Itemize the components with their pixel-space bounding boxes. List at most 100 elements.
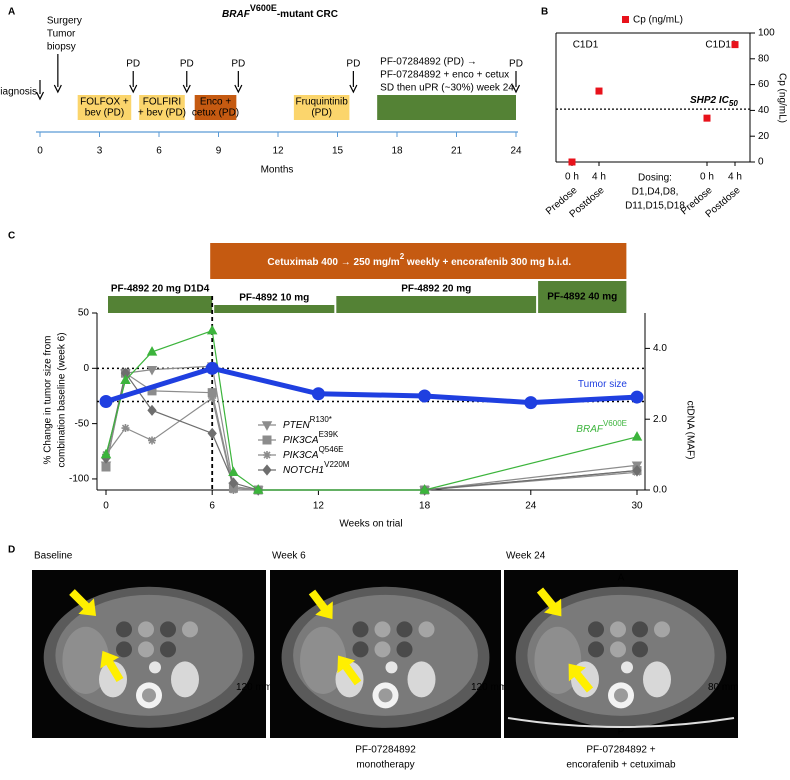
legend-label: PIK3CAE39K <box>283 430 339 446</box>
ct-bowel <box>352 621 369 638</box>
x-tick-label: 18 <box>391 146 403 157</box>
event-label: PD <box>126 59 140 70</box>
treatment-bar <box>139 95 185 120</box>
legend-label-part: PIK3CA <box>283 435 319 446</box>
dose-bar <box>108 296 213 313</box>
ct-arrow <box>69 589 97 617</box>
series-label: BRAFV600E <box>576 419 627 435</box>
ct-bowel <box>138 621 154 638</box>
x-tick-label: 0 <box>37 146 43 157</box>
marker <box>206 324 218 335</box>
dosing-note: Dosing: <box>638 173 672 184</box>
series-line <box>105 371 638 491</box>
ct-bowel <box>588 641 604 658</box>
ct-bowel <box>418 621 435 638</box>
ct-bowel <box>182 621 198 638</box>
regimen-label-part: weekly + encorafenib 300 mg b.i.d. <box>404 257 571 268</box>
marker <box>146 365 158 376</box>
legend-entry: PIK3CAQ546E <box>258 445 343 461</box>
group-label: C1D18 <box>705 40 737 51</box>
marker <box>148 436 157 445</box>
x-tick-label: 0 <box>103 501 109 512</box>
series-line <box>105 372 638 491</box>
timeline-title: BRAFV600E-mutant CRC <box>222 3 338 19</box>
marker <box>632 464 642 477</box>
x-tick-label: 6 <box>156 146 162 157</box>
event-label: PD <box>509 59 523 70</box>
x-tick-label: 24 <box>510 146 522 157</box>
scan-caption: PF-07284892 <box>355 745 416 756</box>
reference-label-part: 50 <box>729 99 738 108</box>
ct-bowel <box>160 621 176 638</box>
treatment-label: Fruquintinib <box>296 97 349 108</box>
panel-label: A <box>8 7 15 18</box>
legend-label: NOTCH1V220M <box>283 460 350 476</box>
ct-vessel <box>621 661 633 674</box>
arrow-head <box>511 84 521 94</box>
y-tick-label: -50 <box>75 418 90 429</box>
treatment-label: SD then uPR (~30%) week 24 <box>380 83 514 94</box>
series-label: Tumor size <box>578 379 628 390</box>
marker <box>147 404 157 416</box>
dose-label: PF-4892 10 mg <box>239 293 309 304</box>
treatment-label: cetux (PD) <box>192 108 239 119</box>
treatment-label: + bev (PD) <box>138 108 186 119</box>
x-axis-label: Weeks on trial <box>339 519 402 530</box>
event-arrow <box>35 80 45 101</box>
y-axis-label: Cp (ng/mL) <box>776 73 787 123</box>
regimen-label: Cetuximab 400 → 250 mg/m2 weekly + encor… <box>267 252 571 268</box>
treatment-bar <box>77 95 132 120</box>
data-point <box>703 114 711 122</box>
ct-bowel <box>610 641 626 658</box>
ct-bowel <box>632 641 648 658</box>
timeline-title-part: V600E <box>250 3 277 13</box>
ct-kidney <box>407 661 436 698</box>
dose-bar <box>538 281 627 313</box>
x-tick-label: 0 h <box>700 172 714 183</box>
treatment-bar <box>377 95 516 120</box>
y-tick-label: 20 <box>758 131 770 142</box>
series-line <box>105 329 638 491</box>
ct-arrow <box>568 663 594 693</box>
marker <box>101 462 111 472</box>
ct-bowel <box>352 641 369 658</box>
x-tick-label: 4 h <box>728 172 742 183</box>
legend-label: PIK3CAQ546E <box>283 445 343 461</box>
marker <box>263 451 271 459</box>
marker <box>146 346 158 356</box>
y-tick-label: 0 <box>83 363 89 374</box>
treatment-label: (PD) <box>311 108 332 119</box>
ct-liver <box>300 626 347 694</box>
ct-vessel <box>385 661 398 674</box>
arrow-head <box>35 91 45 101</box>
panel-label: B <box>541 7 548 18</box>
legend-swatch <box>622 16 629 23</box>
dose-bar <box>214 305 335 313</box>
treatment-label: PF-07284892 (PD) → <box>380 57 477 68</box>
scan-label: Week 6 <box>272 551 306 562</box>
ct-bowel <box>116 621 132 638</box>
event-label: Surgery <box>47 16 82 27</box>
dosing-note: D1,D4,D8, <box>632 187 679 198</box>
treatment-bar <box>194 95 237 120</box>
scale-label: 120 mm <box>471 682 507 693</box>
y-tick-label: 0 <box>758 157 764 168</box>
x-tick-label: 15 <box>332 146 344 157</box>
x-tick-label: 18 <box>419 501 431 512</box>
event-arrow <box>511 71 521 94</box>
series-label-part: BRAF <box>576 424 604 435</box>
x-tick-label: 6 <box>209 501 215 512</box>
marker <box>229 486 238 494</box>
treatment-label: FOLFOX + <box>80 97 129 108</box>
marker <box>120 374 131 384</box>
event-label: Tumor <box>47 29 76 40</box>
y-axis-label: % Change in tumor size from <box>43 336 54 465</box>
scale-label: 80 mm <box>708 682 739 693</box>
marker <box>418 389 432 403</box>
treatment-label: FOLFIRI <box>143 97 181 108</box>
marker <box>631 431 643 441</box>
scan-label: Week 24 <box>506 551 546 562</box>
data-point <box>731 41 739 49</box>
marker <box>311 387 325 401</box>
ct-arrow <box>100 650 124 683</box>
